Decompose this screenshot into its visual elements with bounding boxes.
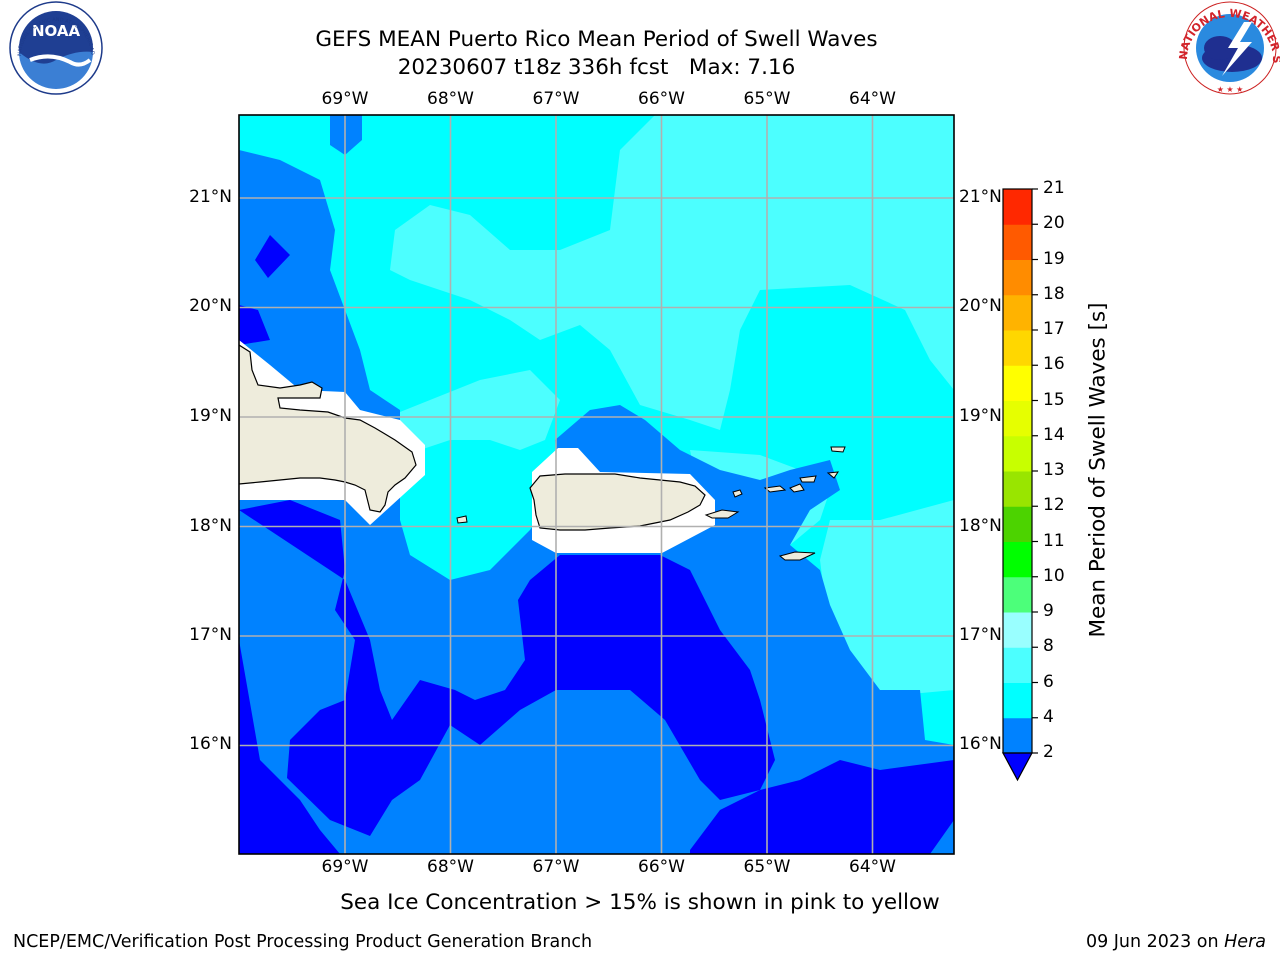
swell-band-under-2-west: [239, 305, 270, 345]
land-hispaniola: [239, 344, 417, 513]
colorbar-tick-label: 2: [1043, 742, 1054, 762]
island-vieques: [704, 509, 740, 519]
lat-label-left: 17°N: [189, 625, 232, 645]
lon-label-top: 69°W: [321, 89, 369, 109]
colorbar-segment: [1003, 435, 1032, 472]
map-frame: [238, 114, 955, 855]
footer-date-text: 09 Jun 2023 on: [1085, 932, 1225, 952]
island-mona: [456, 515, 468, 524]
swell-band-6-8: [390, 115, 954, 430]
sea-ice-note: Sea Ice Concentration > 15% is shown in …: [340, 890, 940, 915]
colorbar-tick-label: 17: [1043, 319, 1065, 339]
colorbar-segment: [1003, 506, 1032, 542]
lat-label-left: 16°N: [189, 734, 232, 754]
colorbar-tick-label: 14: [1043, 424, 1065, 445]
colorbar-segment: [1003, 541, 1032, 578]
colorbar-under-arrow: [1001, 752, 1034, 782]
lat-label-right: 20°N: [959, 296, 1002, 316]
lat-label-right: 19°N: [959, 406, 1002, 426]
colorbar-segment: [1003, 294, 1032, 331]
colorbar-segment: [1003, 330, 1032, 366]
colorbar-segment: [1003, 471, 1032, 507]
title-line-2: 20230607 t18z 336h fcst Max: 7.16: [397, 55, 796, 80]
colorbar-tick-label: 4: [1043, 706, 1054, 727]
swell-band-2-4-north: [330, 115, 362, 155]
noaa-logo: NOAA NATIONAL OCEANIC AND ATMOSPHERIC AD…: [0, 0, 103, 95]
colorbar-segment: [1003, 189, 1032, 225]
lon-label-top: 65°W: [743, 89, 791, 109]
lon-label-top: 64°W: [849, 89, 896, 109]
colorbar-tick-label: 8: [1043, 636, 1054, 657]
colorbar-segment: [1003, 682, 1032, 719]
lat-label-left: 19°N: [189, 406, 232, 426]
island-st-croix: [778, 551, 816, 561]
swell-band-under-2: [239, 500, 775, 836]
colorbar-segment: [1003, 717, 1032, 754]
lat-label-left: 21°N: [189, 187, 232, 207]
lon-label-bottom: 65°W: [743, 857, 791, 877]
svg-text:★ ★ ★: ★ ★ ★: [1217, 85, 1244, 94]
colorbar-tick-label: 15: [1043, 389, 1065, 410]
colorbar-tick-label: 18: [1043, 283, 1065, 304]
colorbar-tick-label: 21: [1043, 178, 1065, 198]
island-tortola: [799, 475, 817, 483]
island-virgin-gorda: [826, 471, 840, 479]
lon-label-top: 68°W: [427, 89, 474, 109]
map-gridlines: [239, 115, 954, 854]
colorbar-tick-label: 20: [1043, 213, 1065, 234]
colorbar-tick-label: 12: [1043, 495, 1065, 516]
colorbar-tick-label: 13: [1043, 460, 1065, 480]
colorbar-segment: [1003, 400, 1032, 437]
colorbar-segment: [1003, 224, 1032, 260]
lon-label-bottom: 64°W: [849, 857, 896, 877]
colorbar-tick-label: 6: [1043, 671, 1054, 692]
lat-label-right: 21°N: [959, 187, 1002, 207]
colorbar-segment: [1003, 576, 1032, 613]
colorbar-tick-label: 11: [1043, 530, 1065, 551]
noaa-logo-text: NOAA: [32, 22, 81, 40]
swell-band-under-2-nw: [255, 235, 290, 278]
lon-label-top: 66°W: [638, 89, 685, 109]
lat-label-right: 17°N: [959, 625, 1002, 645]
map-panel: [239, 115, 954, 854]
colorbar-tick-label: 10: [1043, 565, 1065, 586]
lon-label-bottom: 68°W: [427, 857, 474, 877]
swell-band-6-8-patch-2: [380, 370, 560, 450]
colorbar-tick-label: 19: [1043, 248, 1065, 269]
colorbar-segment: [1003, 365, 1032, 401]
title-line-1: GEFS MEAN Puerto Rico Mean Period of Swe…: [315, 27, 878, 52]
footer-credit: NCEP/EMC/Verification Post Processing Pr…: [13, 932, 593, 952]
swell-band-under-2-se: [690, 760, 954, 854]
footer-host: Hera: [1224, 932, 1266, 952]
lon-label-bottom: 69°W: [321, 857, 369, 877]
island-st-thomas: [763, 485, 787, 493]
chart-title: GEFS MEAN Puerto Rico Mean Period of Swe…: [0, 26, 1193, 82]
island-culebra: [732, 489, 743, 498]
lat-label-right: 18°N: [959, 516, 1002, 536]
lat-label-left: 20°N: [189, 296, 232, 316]
island-anegada: [830, 446, 846, 453]
island-st-john: [789, 483, 805, 493]
colorbar-segment: [1003, 612, 1032, 648]
lon-label-top: 67°W: [532, 89, 580, 109]
footer-date: 09 Jun 2023 on Hera: [1086, 932, 1266, 952]
colorbar-segment: [1003, 647, 1032, 683]
colorbar-tick-label: 16: [1043, 354, 1065, 375]
lon-label-bottom: 66°W: [638, 857, 685, 877]
colorbar-segment: [1003, 259, 1032, 296]
colorbar-tick-label: 9: [1043, 601, 1054, 621]
lat-label-left: 18°N: [189, 516, 232, 536]
lon-label-bottom: 67°W: [532, 857, 580, 877]
colorbar-boxes: [1001, 188, 1038, 782]
swell-band-6-8-east: [820, 500, 954, 695]
lat-label-right: 16°N: [959, 734, 1002, 754]
swell-band-under-2-south: [239, 640, 340, 854]
